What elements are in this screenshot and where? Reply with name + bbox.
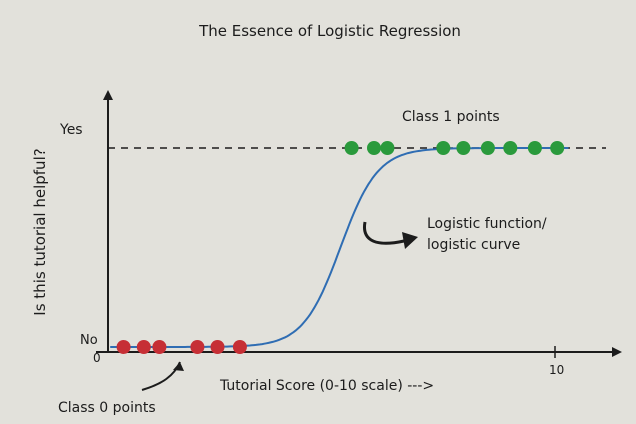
class-0-point	[152, 340, 167, 354]
curve-label-line-1: Logistic function/	[427, 216, 547, 232]
class-0-point	[232, 340, 247, 354]
class-0-points	[116, 340, 247, 354]
class-0-arrowhead	[173, 362, 184, 371]
x-tick-10: 10	[549, 363, 564, 377]
class-1-point	[480, 141, 495, 155]
class-1-point	[456, 141, 471, 155]
class-1-point	[367, 141, 381, 155]
class-1-label: Class 1 points	[402, 109, 500, 125]
class-0-point	[210, 340, 225, 354]
class-0-point	[190, 340, 205, 354]
class-0-label: Class 0 points	[58, 400, 156, 416]
origin-label: 0	[93, 351, 101, 365]
curve-pointer-arrow	[363, 221, 405, 245]
class-0-point	[136, 340, 151, 354]
class-1-point	[550, 141, 565, 155]
class-1-point	[503, 141, 518, 155]
class-0-point	[116, 340, 131, 354]
class-1-point	[344, 141, 359, 155]
y-axis-label: Is this tutorial helpful?	[31, 148, 49, 315]
y-tick-yes: Yes	[59, 122, 83, 138]
class-1-point	[436, 141, 451, 155]
curve-label-line-2: logistic curve	[427, 237, 520, 253]
curve-arrowhead	[402, 232, 418, 249]
y-tick-no: No	[80, 333, 98, 348]
class-1-point	[380, 141, 395, 155]
class-1-points	[344, 141, 565, 155]
x-axis-label: Tutorial Score (0-10 scale) --->	[219, 378, 434, 394]
class-0-pointer-arrow	[141, 361, 181, 391]
diagram-title: The Essence of Logistic Regression	[198, 22, 461, 40]
class-1-point	[527, 141, 542, 155]
